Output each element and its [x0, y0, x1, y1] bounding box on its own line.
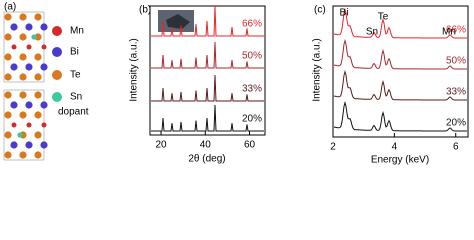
atom — [41, 122, 47, 128]
atom — [40, 141, 48, 149]
crystal-photo — [166, 14, 190, 29]
atom — [10, 63, 18, 71]
atom — [4, 111, 12, 119]
axes-frame — [332, 5, 469, 138]
legend-marker — [52, 26, 62, 36]
atom — [34, 33, 42, 41]
atom — [10, 23, 18, 31]
legend-label: Mn — [70, 26, 84, 37]
x-axis-label: 2θ (deg) — [188, 154, 225, 165]
series-label: 20% — [242, 114, 262, 125]
atom — [25, 141, 33, 149]
x-axis-label: Energy (keV) — [371, 155, 429, 166]
panel-label: (c) — [314, 5, 326, 16]
atom — [10, 141, 18, 149]
atom — [26, 122, 32, 128]
atom — [4, 151, 12, 159]
atom — [25, 23, 33, 31]
legend-marker — [52, 70, 62, 80]
peak-label: Te — [378, 12, 389, 23]
atom — [4, 91, 12, 99]
panel-a: (a) Mn Bi Te Sn dopant — [3, 2, 89, 161]
peak-label: Mn — [442, 27, 456, 38]
atom — [19, 91, 27, 99]
atom — [4, 73, 12, 81]
panel-b: (b) Intensity (a.u.) 2θ (deg) 20 40 60 66% 5… — [129, 5, 266, 165]
atom — [10, 101, 18, 109]
legend-note: dopant — [58, 107, 89, 118]
series-label: 66% — [242, 19, 262, 30]
series-label: 66% — [446, 25, 466, 36]
peak-label: Sn — [366, 27, 378, 38]
atom — [19, 151, 27, 159]
atom — [19, 111, 27, 119]
xrd-pattern — [151, 41, 264, 69]
eds-spectrum — [333, 100, 467, 132]
legend-marker — [52, 92, 62, 102]
eds-spectrum — [333, 7, 467, 39]
series-label: 33% — [446, 87, 466, 98]
legend-marker — [52, 47, 62, 57]
atom — [34, 53, 42, 61]
atom — [34, 151, 42, 159]
page: (a) Mn Bi Te Sn dopant (b) Intensity (a.u.) … — [3, 1, 469, 166]
axes-frame — [149, 5, 266, 136]
atom — [11, 44, 17, 50]
atom — [19, 73, 27, 81]
series-label: 50% — [446, 56, 466, 67]
atom — [34, 73, 42, 81]
atom — [40, 63, 48, 71]
atom — [34, 111, 42, 119]
atom — [4, 33, 12, 41]
atom — [34, 91, 42, 99]
atom — [19, 13, 27, 21]
atom — [34, 13, 42, 21]
eds-spectrum — [333, 69, 467, 101]
atom — [34, 131, 42, 139]
unit-cell — [3, 89, 45, 161]
series-label: 33% — [242, 84, 262, 95]
y-axis-label: Intensity (a.u.) — [312, 38, 323, 101]
atom — [25, 101, 33, 109]
dopant-atom — [17, 132, 23, 138]
panel-label: (b) — [139, 5, 151, 16]
peak-label: Bi — [340, 8, 349, 19]
atom — [11, 122, 17, 128]
xrd-pattern — [151, 104, 264, 132]
dopant-atom — [31, 34, 37, 40]
x-tick-label: 6 — [453, 142, 459, 153]
xrd-pattern — [151, 74, 264, 102]
legend-label: Te — [70, 70, 81, 81]
x-tick-label: 20 — [155, 140, 167, 151]
y-axis-label: Intensity (a.u.) — [129, 38, 140, 101]
x-tick-label: 2 — [330, 142, 336, 153]
atom — [41, 44, 47, 50]
atom — [40, 23, 48, 31]
series-label: 20% — [446, 118, 466, 129]
eds-spectrum — [333, 38, 467, 70]
atom — [19, 33, 27, 41]
atom — [26, 44, 32, 50]
atom — [25, 63, 33, 71]
atom — [4, 131, 12, 139]
legend-label: Bi — [70, 47, 79, 58]
xrd-pattern — [151, 5, 264, 37]
atom — [19, 53, 27, 61]
panel-label: (a) — [4, 2, 16, 13]
x-tick-label: 60 — [244, 140, 256, 151]
atom — [4, 13, 12, 21]
series-label: 50% — [242, 51, 262, 62]
x-tick-label: 4 — [392, 142, 398, 153]
atom — [4, 53, 12, 61]
x-tick-label: 40 — [200, 140, 212, 151]
unit-cell — [3, 11, 45, 83]
atom — [40, 101, 48, 109]
legend-label: Sn — [70, 92, 82, 103]
panel-c: (c) Intensity (a.u.) Energy (keV) 2 4 6 66%… — [312, 5, 469, 166]
